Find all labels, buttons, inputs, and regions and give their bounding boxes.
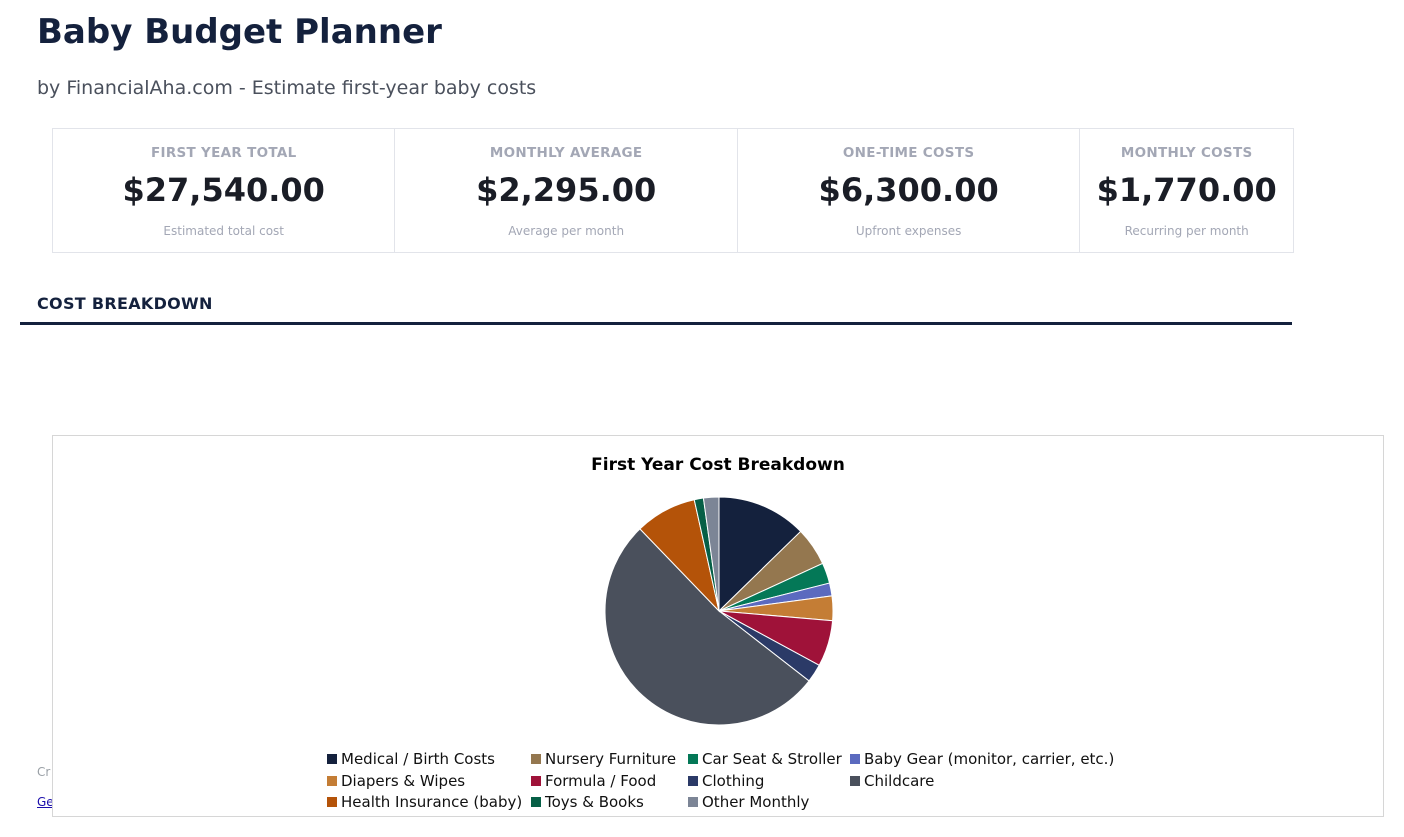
- legend-item[interactable]: Clothing: [688, 772, 850, 791]
- legend-label: Clothing: [702, 771, 765, 790]
- legend-item[interactable]: Car Seat & Stroller: [688, 750, 850, 769]
- card-first-year-total: FIRST YEAR TOTAL $27,540.00 Estimated to…: [53, 129, 396, 252]
- legend-item[interactable]: Health Insurance (baby): [327, 793, 531, 812]
- card-value: $27,540.00: [122, 171, 325, 209]
- card-sub: Upfront expenses: [855, 224, 962, 238]
- legend-swatch: [688, 775, 698, 786]
- legend-swatch: [531, 797, 541, 808]
- legend-label: Medical / Birth Costs: [341, 750, 495, 769]
- legend-item[interactable]: Medical / Birth Costs: [327, 750, 531, 769]
- pie-slice-childcare[interactable]: [604, 528, 810, 726]
- section-title: COST BREAKDOWN: [37, 294, 213, 313]
- card-label: FIRST YEAR TOTAL: [150, 145, 297, 161]
- card-sub: Average per month: [508, 224, 625, 238]
- legend-swatch: [688, 797, 698, 808]
- legend-label: Toys & Books: [545, 793, 644, 812]
- chart-legend: Medical / Birth Costs Nursery Furniture Ca…: [327, 750, 1114, 812]
- card-sub: Recurring per month: [1124, 224, 1249, 238]
- footer-link[interactable]: Ge: [37, 795, 54, 809]
- footer-text: Cr: [37, 765, 51, 779]
- card-value: $6,300.00: [818, 171, 999, 209]
- card-one-time-costs: ONE-TIME COSTS $6,300.00 Upfront expense…: [738, 129, 1081, 252]
- card-label: MONTHLY COSTS: [1120, 145, 1253, 161]
- section-divider: [20, 322, 1292, 325]
- legend-label: Nursery Furniture: [545, 750, 677, 769]
- card-value: $2,295.00: [476, 171, 657, 209]
- legend-item[interactable]: Other Monthly: [688, 793, 850, 812]
- legend-label: Formula / Food: [545, 771, 657, 790]
- legend-label: Other Monthly: [702, 793, 810, 812]
- legend-label: Health Insurance (baby): [341, 793, 523, 812]
- card-sub: Estimated total cost: [163, 224, 285, 238]
- page-title: Baby Budget Planner: [37, 12, 442, 52]
- legend-label: Baby Gear (monitor, carrier, etc.): [864, 750, 1115, 769]
- card-monthly-average: MONTHLY AVERAGE $2,295.00 Average per mo…: [395, 129, 738, 252]
- legend-label: Childcare: [864, 771, 935, 790]
- legend-swatch: [850, 775, 860, 786]
- legend-item[interactable]: Childcare: [850, 772, 1114, 791]
- chart-title: First Year Cost Breakdown: [591, 455, 845, 475]
- legend-label: Car Seat & Stroller: [702, 750, 842, 769]
- chart-container: First Year Cost Breakdown Medical / Birt…: [52, 435, 1384, 817]
- legend-swatch: [688, 754, 698, 765]
- pie-slice-other-monthly[interactable]: [702, 496, 720, 612]
- pie-chart: [604, 496, 834, 726]
- card-monthly-costs: MONTHLY COSTS $1,770.00 Recurring per mo…: [1080, 129, 1293, 252]
- legend-swatch: [531, 754, 541, 765]
- legend-item[interactable]: Diapers & Wipes: [327, 772, 531, 791]
- summary-cards: FIRST YEAR TOTAL $27,540.00 Estimated to…: [52, 128, 1294, 253]
- card-label: ONE-TIME COSTS: [842, 145, 975, 161]
- legend-item[interactable]: Nursery Furniture: [531, 750, 688, 769]
- legend-swatch: [327, 775, 337, 786]
- page-subtitle: by FinancialAha.com - Estimate first-yea…: [37, 77, 537, 99]
- legend-swatch: [327, 797, 337, 808]
- legend-swatch: [850, 754, 860, 765]
- card-label: MONTHLY AVERAGE: [489, 145, 643, 161]
- legend-item[interactable]: Baby Gear (monitor, carrier, etc.): [850, 750, 1114, 769]
- legend-item[interactable]: Formula / Food: [531, 772, 688, 791]
- legend-item[interactable]: Toys & Books: [531, 793, 688, 812]
- legend-swatch: [327, 754, 337, 765]
- legend-label: Diapers & Wipes: [341, 771, 466, 790]
- pie-slice-medical-birth-costs[interactable]: [718, 496, 802, 613]
- card-value: $1,770.00: [1096, 171, 1277, 209]
- legend-swatch: [531, 775, 541, 786]
